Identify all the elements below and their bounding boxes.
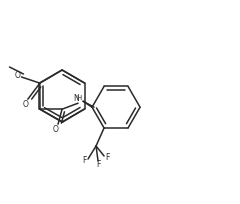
Text: O: O	[23, 100, 29, 109]
Text: F: F	[96, 161, 100, 170]
Text: O: O	[53, 125, 59, 134]
Text: N: N	[73, 94, 79, 103]
Text: O: O	[15, 71, 20, 81]
Text: F: F	[105, 153, 109, 162]
Text: H: H	[76, 95, 82, 101]
Text: F: F	[82, 156, 86, 165]
